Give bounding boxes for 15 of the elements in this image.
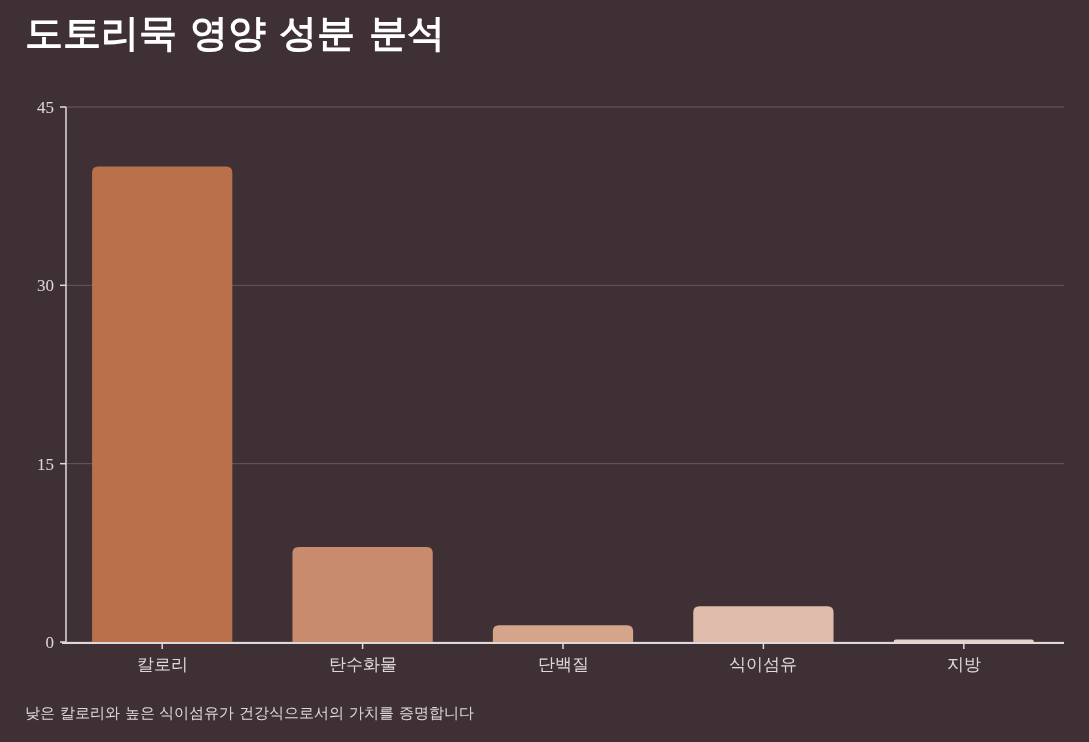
y-tick-label: 30 (37, 276, 54, 296)
text: 낮은 칼로리와 높은 식이섬유가 건강식으로서의 가치를 증명합니다 (25, 704, 474, 722)
y-tick-label: 45 (37, 97, 54, 117)
y-tick-label: 15 (37, 454, 54, 474)
x-tick-label: 칼로리 (136, 654, 188, 674)
chart-title: 도토리묵 영양 성분 분석 (25, 11, 445, 55)
x-tick-label: 지방 (946, 654, 981, 674)
x-tick-label: 단백질 (537, 654, 589, 674)
bar (492, 625, 634, 642)
y-tick-label: 0 (45, 632, 54, 652)
x-tick-label: 식이섬유 (729, 654, 798, 674)
x-tick-label: 탄수화물 (328, 654, 397, 674)
bar (292, 546, 433, 642)
bar (92, 166, 233, 642)
bar (693, 606, 834, 642)
